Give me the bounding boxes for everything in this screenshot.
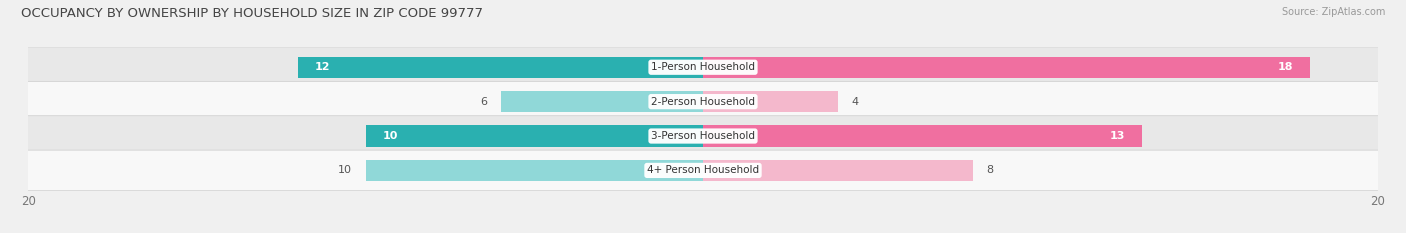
FancyBboxPatch shape	[22, 116, 1384, 156]
Bar	[703, 160, 973, 181]
Text: 10: 10	[337, 165, 352, 175]
Bar	[366, 125, 703, 147]
FancyBboxPatch shape	[22, 150, 1384, 191]
Bar	[298, 57, 703, 78]
Text: 12: 12	[315, 62, 330, 72]
Text: 1-Person Household: 1-Person Household	[651, 62, 755, 72]
Text: 3-Person Household: 3-Person Household	[651, 131, 755, 141]
Bar	[703, 57, 1310, 78]
Text: 18: 18	[1278, 62, 1294, 72]
Text: 10: 10	[382, 131, 398, 141]
Text: 8: 8	[987, 165, 994, 175]
Text: 4+ Person Household: 4+ Person Household	[647, 165, 759, 175]
Bar	[703, 125, 1142, 147]
FancyBboxPatch shape	[22, 47, 1384, 88]
Text: 2-Person Household: 2-Person Household	[651, 97, 755, 107]
Bar	[366, 160, 703, 181]
Text: 6: 6	[479, 97, 486, 107]
Text: 13: 13	[1109, 131, 1125, 141]
Text: Source: ZipAtlas.com: Source: ZipAtlas.com	[1281, 7, 1385, 17]
FancyBboxPatch shape	[22, 81, 1384, 122]
Bar	[703, 91, 838, 112]
Text: OCCUPANCY BY OWNERSHIP BY HOUSEHOLD SIZE IN ZIP CODE 99777: OCCUPANCY BY OWNERSHIP BY HOUSEHOLD SIZE…	[21, 7, 484, 20]
Text: 4: 4	[852, 97, 859, 107]
Bar	[501, 91, 703, 112]
